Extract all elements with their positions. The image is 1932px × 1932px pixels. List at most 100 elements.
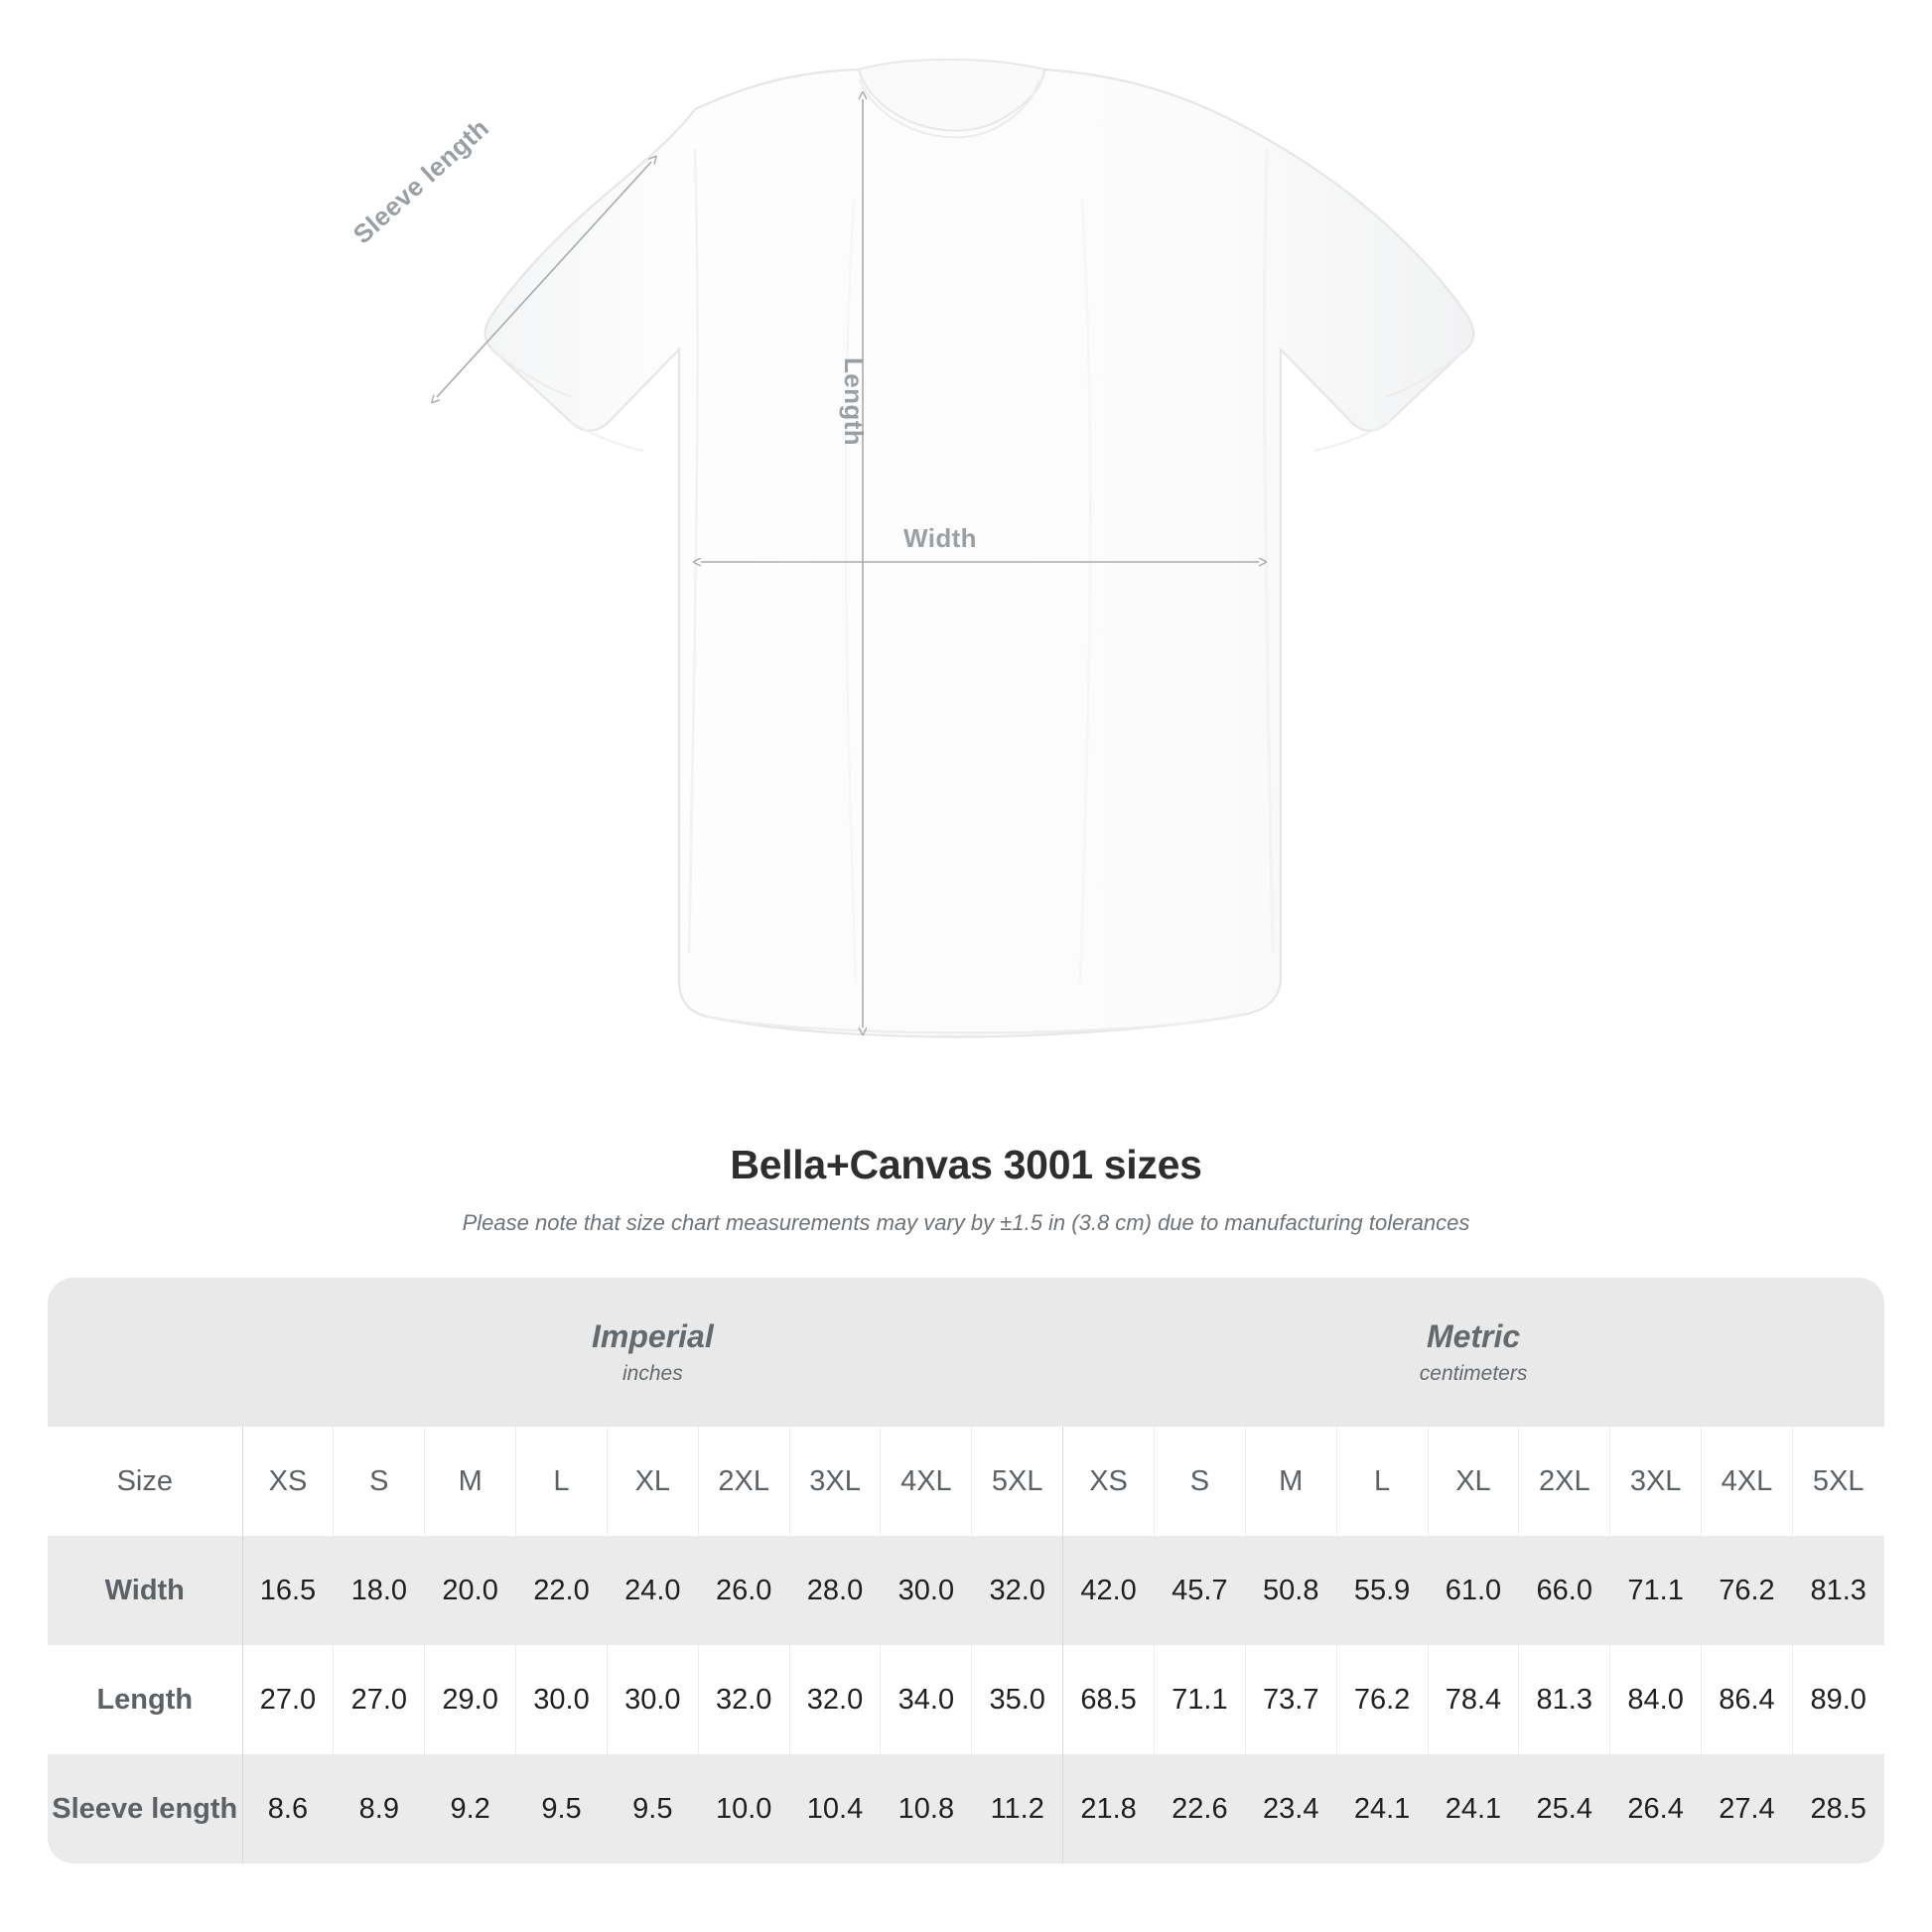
row-label-length: Length [48, 1645, 243, 1754]
unit-name: Imperial [591, 1317, 714, 1354]
cell-imperial: 10.0 [697, 1754, 790, 1863]
cell-imperial: 28.0 [788, 1536, 881, 1645]
cell-imperial: 22.0 [515, 1536, 608, 1645]
cell-imperial: 8.9 [333, 1754, 425, 1863]
size-header-metric-4xl: 4XL [1701, 1427, 1793, 1536]
cell-imperial: 11.2 [971, 1754, 1063, 1863]
cell-metric: 76.2 [1701, 1536, 1793, 1645]
unit-header-blank [48, 1278, 243, 1427]
cell-metric: 73.7 [1244, 1645, 1337, 1754]
unit-header-imperial: Imperial inches [242, 1278, 1063, 1427]
cell-imperial: 9.5 [515, 1754, 608, 1863]
cell-imperial: 32.0 [697, 1645, 790, 1754]
row-label-sleeve-length: Sleeve length [48, 1754, 243, 1863]
cell-metric: 86.4 [1701, 1645, 1793, 1754]
unit-header-row: Imperial inches Metric centimeters [48, 1278, 1884, 1427]
size-header-metric-s: S [1153, 1427, 1246, 1536]
page-title: Bella+Canvas 3001 sizes [730, 1142, 1202, 1187]
cell-metric: 42.0 [1062, 1536, 1155, 1645]
cell-imperial: 10.4 [788, 1754, 881, 1863]
cell-metric: 61.0 [1427, 1536, 1519, 1645]
sleeve-length-arrow [437, 162, 651, 397]
cell-imperial: 27.0 [241, 1645, 334, 1754]
cell-metric: 89.0 [1791, 1645, 1884, 1754]
cell-metric: 24.1 [1427, 1754, 1519, 1863]
width-label: Width [903, 523, 977, 553]
cell-metric: 55.9 [1335, 1536, 1429, 1645]
size-header-metric-5xl: 5XL [1791, 1427, 1884, 1536]
cell-imperial: 27.0 [333, 1645, 425, 1754]
size-header-imperial-2xl: 2XL [697, 1427, 790, 1536]
size-header-metric-2xl: 2XL [1518, 1427, 1610, 1536]
shirt-shape [483, 58, 1475, 1038]
cell-imperial: 30.0 [880, 1536, 972, 1645]
table-row: Length 27.0 27.0 29.0 30.0 30.0 32.0 32.0 34.0 35… [48, 1645, 1884, 1754]
cell-imperial: 32.0 [971, 1536, 1063, 1645]
measurement-arrows [437, 99, 1259, 1028]
size-header-imperial-xl: XL [606, 1427, 699, 1536]
cell-metric: 21.8 [1062, 1754, 1155, 1863]
cell-metric: 24.1 [1335, 1754, 1429, 1863]
size-header-metric-xl: XL [1427, 1427, 1519, 1536]
size-header-imperial-xs: XS [241, 1427, 334, 1536]
tolerance-note: Please note that size chart measurements… [462, 1210, 1470, 1235]
cell-imperial: 20.0 [424, 1536, 516, 1645]
size-row-header: Size [48, 1427, 243, 1536]
title-block: Bella+Canvas 3001 sizes Please note that… [0, 1142, 1932, 1236]
cell-imperial: 35.0 [971, 1645, 1063, 1754]
cell-imperial: 24.0 [606, 1536, 699, 1645]
size-header-imperial-l: L [515, 1427, 608, 1536]
size-chart-table-wrap: Imperial inches Metric centimeters Size XS S M L… [48, 1278, 1884, 1863]
cell-imperial: 32.0 [788, 1645, 881, 1754]
unit-subtitle: inches [621, 1362, 683, 1386]
cell-metric: 26.4 [1609, 1754, 1702, 1863]
cell-metric: 71.1 [1609, 1536, 1702, 1645]
row-label-width: Width [48, 1536, 243, 1645]
cell-imperial: 10.8 [880, 1754, 972, 1863]
cell-metric: 66.0 [1518, 1536, 1610, 1645]
cell-imperial: 29.0 [424, 1645, 516, 1754]
unit-name: Metric [1426, 1317, 1521, 1354]
cell-metric: 76.2 [1335, 1645, 1429, 1754]
size-chart-table: Imperial inches Metric centimeters Size XS S M L… [48, 1278, 1884, 1863]
cell-imperial: 18.0 [333, 1536, 425, 1645]
size-header-imperial-3xl: 3XL [788, 1427, 881, 1536]
size-header-imperial-m: M [424, 1427, 516, 1536]
cell-metric: 81.3 [1791, 1536, 1884, 1645]
cell-imperial: 16.5 [241, 1536, 334, 1645]
tshirt-illustration: Sleeve length Length Width [0, 58, 1475, 1038]
size-header-row: Size XS S M L XL 2XL 3XL 4XL 5XL XS S M L XL 2XL 3XL 4XL 5… [48, 1427, 1884, 1536]
cell-metric: 22.6 [1153, 1754, 1246, 1863]
table-row: Sleeve length 8.6 8.9 9.2 9.5 9.5 10.0 10.4 10.8… [48, 1754, 1884, 1863]
cell-metric: 50.8 [1244, 1536, 1337, 1645]
size-header-imperial-s: S [333, 1427, 425, 1536]
size-header-metric-xs: XS [1062, 1427, 1155, 1536]
unit-header-metric: Metric centimeters [1062, 1278, 1884, 1427]
cell-metric: 68.5 [1062, 1645, 1155, 1754]
table-row: Width 16.5 18.0 20.0 22.0 24.0 26.0 28.0 30.0 32.… [48, 1536, 1884, 1645]
cell-imperial: 30.0 [515, 1645, 608, 1754]
cell-metric: 71.1 [1153, 1645, 1246, 1754]
cell-metric: 25.4 [1518, 1754, 1610, 1863]
unit-subtitle: centimeters [1419, 1362, 1528, 1386]
cell-metric: 84.0 [1609, 1645, 1702, 1754]
cell-imperial: 26.0 [697, 1536, 790, 1645]
cell-imperial: 34.0 [880, 1645, 972, 1754]
size-header-imperial-4xl: 4XL [880, 1427, 972, 1536]
tshirt-diagram-svg [0, 58, 1475, 1038]
cell-imperial: 9.2 [424, 1754, 516, 1863]
size-header-metric-m: M [1244, 1427, 1337, 1536]
size-header-metric-3xl: 3XL [1609, 1427, 1702, 1536]
cell-imperial: 30.0 [606, 1645, 699, 1754]
size-header-metric-l: L [1335, 1427, 1429, 1536]
cell-metric: 27.4 [1701, 1754, 1793, 1863]
cell-metric: 23.4 [1244, 1754, 1337, 1863]
cell-imperial: 9.5 [606, 1754, 699, 1863]
cell-metric: 45.7 [1153, 1536, 1246, 1645]
size-header-imperial-5xl: 5XL [971, 1427, 1063, 1536]
cell-metric: 78.4 [1427, 1645, 1519, 1754]
cell-metric: 81.3 [1518, 1645, 1610, 1754]
length-label: Length [839, 357, 869, 447]
cell-metric: 28.5 [1791, 1754, 1884, 1863]
cell-imperial: 8.6 [241, 1754, 334, 1863]
